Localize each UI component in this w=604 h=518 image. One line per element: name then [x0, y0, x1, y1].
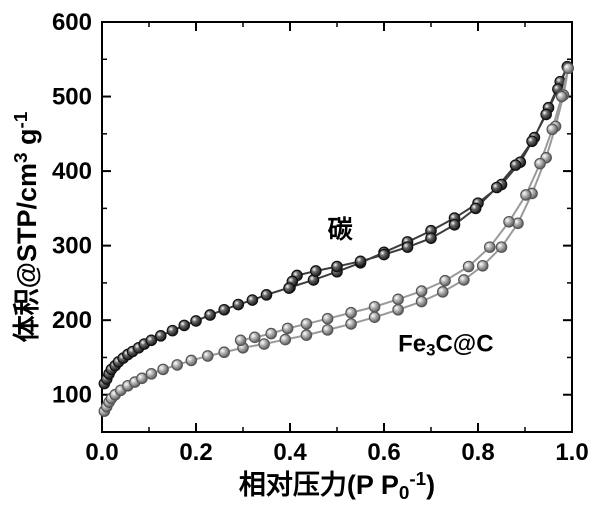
y-tick-label: 300 [52, 233, 92, 260]
series-marker-fe3c [478, 261, 488, 271]
series-marker-carbon [191, 316, 201, 326]
series-marker-fe3c [186, 355, 196, 365]
series-marker-carbon [156, 331, 166, 341]
series-marker-fe3c [346, 308, 356, 318]
series-marker-fe3c [301, 319, 311, 329]
series-marker-carbon [449, 220, 459, 230]
series-marker-fe3c [322, 313, 332, 323]
series-marker-fe3c [346, 319, 356, 329]
y-tick-label: 200 [52, 307, 92, 334]
series-marker-fe3c [440, 275, 450, 285]
series-marker-carbon [179, 320, 189, 330]
series-marker-fe3c [521, 190, 531, 200]
x-axis-title: 相对压力(P P0-1) [239, 469, 435, 503]
x-tick-label: 0.8 [461, 439, 494, 466]
series-marker-fe3c [438, 287, 448, 297]
series-marker-fe3c [463, 261, 473, 271]
svg-text:体积@STP/cm3 g-1: 体积@STP/cm3 g-1 [11, 112, 42, 343]
series-marker-carbon [402, 242, 412, 252]
series-marker-fe3c [172, 360, 182, 370]
series-marker-fe3c [301, 330, 311, 340]
y-tick-label: 400 [52, 158, 92, 185]
x-tick-label: 0.2 [179, 439, 212, 466]
series-marker-fe3c [158, 364, 168, 374]
series-marker-fe3c [137, 373, 147, 383]
series-marker-carbon [284, 283, 294, 293]
series-marker-fe3c [250, 332, 260, 342]
series-marker-carbon [510, 160, 520, 170]
annotation-fe3c-label: Fe3C@C [398, 330, 493, 359]
series-marker-fe3c [393, 294, 403, 304]
series-marker-carbon [379, 249, 389, 259]
x-tick-label: 1.0 [555, 439, 588, 466]
series-marker-fe3c [563, 63, 573, 73]
series-marker-carbon [426, 233, 436, 243]
series-marker-fe3c [146, 369, 156, 379]
y-tick-label: 600 [52, 9, 92, 36]
series-marker-fe3c [259, 339, 269, 349]
series-marker-fe3c [235, 335, 245, 345]
series-marker-carbon [541, 109, 551, 119]
y-tick-label: 100 [52, 382, 92, 409]
series-marker-fe3c [219, 347, 229, 357]
series-marker-fe3c [369, 302, 379, 312]
series-marker-fe3c [203, 351, 213, 361]
annotation-carbon-label: 碳 [328, 216, 354, 244]
series-marker-fe3c [496, 242, 506, 252]
series-marker-carbon [332, 261, 342, 271]
series-marker-carbon [146, 335, 156, 345]
series-marker-fe3c [556, 91, 566, 101]
series-marker-carbon [311, 266, 321, 276]
series-marker-fe3c [266, 328, 276, 338]
series-marker-fe3c [322, 325, 332, 335]
series-marker-carbon [492, 182, 502, 192]
series-marker-carbon [247, 295, 257, 305]
series-marker-fe3c [369, 312, 379, 322]
series-marker-fe3c [485, 242, 495, 252]
series-marker-fe3c [504, 217, 514, 227]
series-marker-fe3c [459, 275, 469, 285]
series-marker-fe3c [280, 334, 290, 344]
x-tick-label: 0.6 [367, 439, 400, 466]
y-tick-label: 500 [52, 84, 92, 111]
series-marker-carbon [167, 325, 177, 335]
series-marker-fe3c [416, 296, 426, 306]
series-marker-carbon [205, 310, 215, 320]
series-marker-fe3c [393, 305, 403, 315]
series-marker-carbon [527, 136, 537, 146]
x-tick-label: 0.0 [85, 439, 118, 466]
y-axis-title: 体积@STP/cm3 g-1 [11, 112, 42, 343]
series-marker-fe3c [282, 323, 292, 333]
series-marker-fe3c [416, 286, 426, 296]
series-marker-carbon [233, 299, 243, 309]
x-tick-label: 0.4 [273, 439, 307, 466]
series-marker-carbon [470, 203, 480, 213]
series-marker-carbon [355, 256, 365, 266]
series-marker-fe3c [547, 124, 557, 134]
series-marker-fe3c [535, 158, 545, 168]
series-marker-carbon [261, 290, 271, 300]
series-marker-carbon [219, 305, 229, 315]
